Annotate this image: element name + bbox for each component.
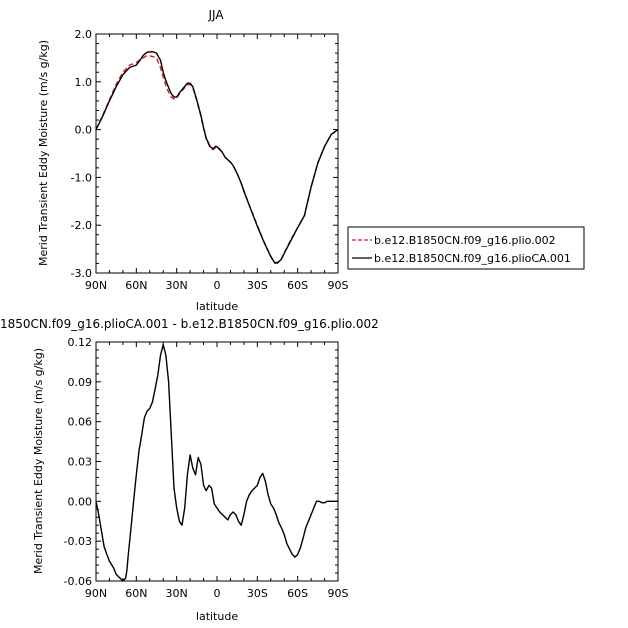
bottom-y-tick-label: -0.06 bbox=[64, 575, 92, 588]
bottom-x-tick-label: 30N bbox=[166, 587, 188, 600]
top-chart-title: JJA bbox=[207, 8, 224, 22]
bottom-x-tick-label: 30S bbox=[247, 587, 268, 600]
top-series-line-1 bbox=[95, 51, 339, 264]
top-x-tick-label: 30N bbox=[166, 279, 188, 292]
bottom-y-tick-label: 0.00 bbox=[68, 495, 93, 508]
top-series-line-0 bbox=[95, 54, 339, 264]
bottom-y-tick-label: 0.06 bbox=[68, 416, 93, 429]
legend: b.e12.B1850CN.f09_g16.plio.002 b.e12.B18… bbox=[347, 226, 585, 270]
top-y-tick-label: 2.0 bbox=[75, 28, 93, 41]
bottom-x-tick-label: 60S bbox=[287, 587, 308, 600]
legend-label-plioca-001: b.e12.B1850CN.f09_g16.plioCA.001 bbox=[374, 252, 571, 265]
bottom-x-ticks: 90N 60N 30N 0 30S 60S 90S bbox=[85, 342, 349, 600]
bottom-plot-frame bbox=[95, 341, 339, 582]
bottom-x-tick-label: 60N bbox=[125, 587, 147, 600]
top-series-lines bbox=[95, 51, 339, 264]
top-x-tick-label: 60S bbox=[287, 279, 308, 292]
top-chart: JJA -3.0 -2.0 -1.0 0.0 1.0 2.0 90N 60N 30N 0 30S 6… bbox=[37, 8, 349, 313]
bottom-chart: 1850CN.f09_g16.plioCA.001 - b.e12.B1850C… bbox=[0, 317, 379, 623]
bottom-y-tick-label: 0.12 bbox=[68, 336, 93, 349]
bottom-x-axis-label: latitude bbox=[196, 610, 238, 623]
bottom-y-ticks: -0.06 -0.03 0.00 0.03 0.06 0.09 0.12 bbox=[64, 336, 338, 588]
bottom-series-lines bbox=[95, 344, 338, 582]
bottom-x-tick-label: 90S bbox=[328, 587, 349, 600]
top-plot-frame bbox=[95, 33, 339, 274]
top-y-tick-label: 0.0 bbox=[75, 124, 93, 137]
legend-label-plio-002: b.e12.B1850CN.f09_g16.plio.002 bbox=[374, 234, 556, 247]
top-y-axis-label: Merid Transient Eddy Moisture (m/s g/kg) bbox=[37, 40, 50, 266]
bottom-x-tick-label: 0 bbox=[214, 587, 221, 600]
bottom-chart-title: 1850CN.f09_g16.plioCA.001 - b.e12.B1850C… bbox=[0, 317, 379, 331]
top-x-tick-label: 30S bbox=[247, 279, 268, 292]
top-x-ticks: 90N 60N 30N 0 30S 60S 90S bbox=[85, 34, 349, 292]
top-y-ticks: -3.0 -2.0 -1.0 0.0 1.0 2.0 bbox=[71, 28, 338, 280]
bottom-x-tick-label: 90N bbox=[85, 587, 107, 600]
bottom-series-line-0 bbox=[95, 344, 338, 582]
bottom-y-tick-label: 0.03 bbox=[68, 456, 93, 469]
top-y-tick-label: -2.0 bbox=[71, 219, 92, 232]
top-x-tick-label: 90N bbox=[85, 279, 107, 292]
top-y-tick-label: 1.0 bbox=[75, 76, 93, 89]
top-x-tick-label: 60N bbox=[125, 279, 147, 292]
bottom-y-tick-label: 0.09 bbox=[68, 376, 93, 389]
bottom-y-tick-label: -0.03 bbox=[64, 535, 92, 548]
top-x-tick-label: 0 bbox=[214, 279, 221, 292]
top-x-axis-label: latitude bbox=[196, 300, 238, 313]
legend-box bbox=[347, 226, 585, 270]
top-x-tick-label: 90S bbox=[328, 279, 349, 292]
top-y-tick-label: -1.0 bbox=[71, 171, 92, 184]
top-y-tick-label: -3.0 bbox=[71, 267, 92, 280]
bottom-y-axis-label: Merid Transient Eddy Moisture (m/s g/kg) bbox=[32, 348, 45, 574]
